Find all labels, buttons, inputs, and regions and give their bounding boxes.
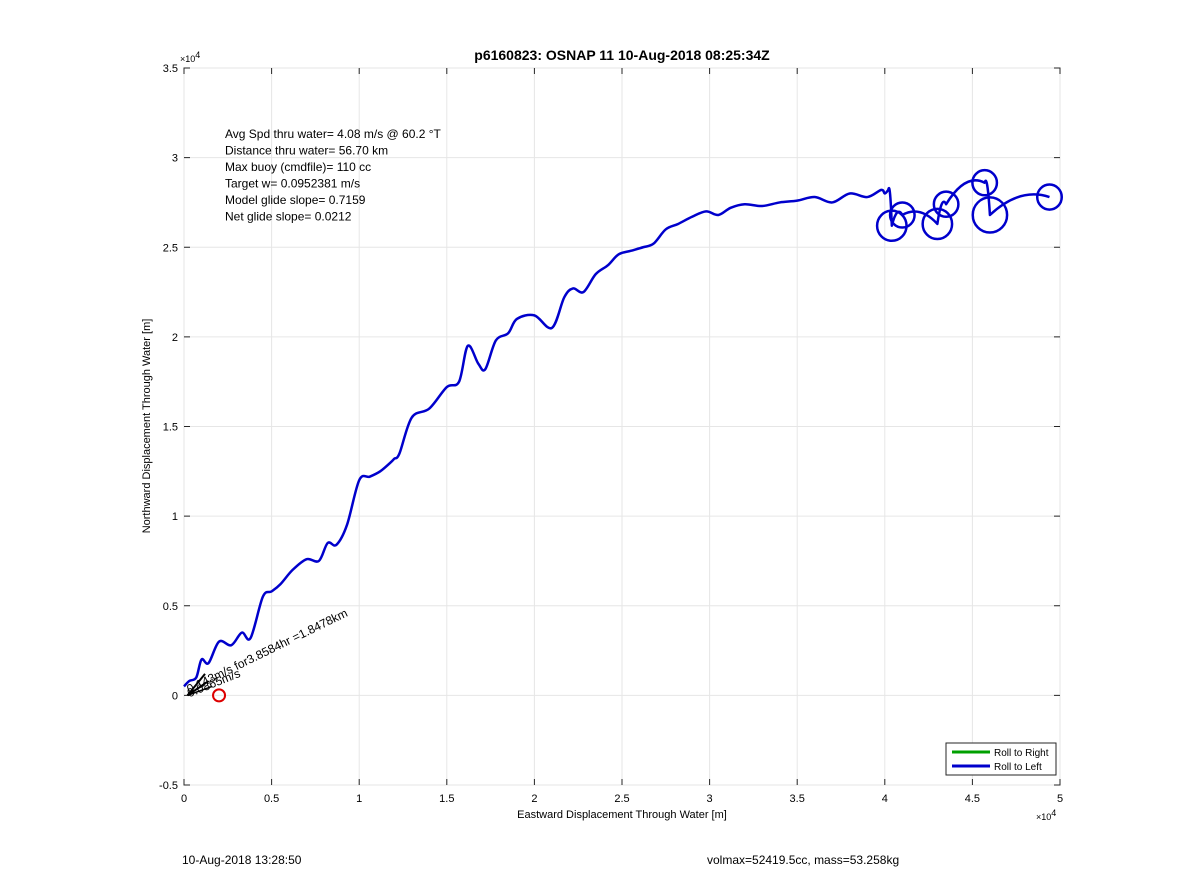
y-exponent: ×104	[180, 50, 200, 64]
legend-box	[945, 742, 1057, 776]
y-tick-label: 0.5	[163, 601, 178, 613]
y-axis-label: Northward Displacement Through Water [m]	[141, 319, 153, 534]
annotation-line: Target w= 0.0952381 m/s	[225, 177, 360, 191]
series-line-roll-to-left	[183, 179, 1050, 688]
legend: Roll to Right Roll to Left	[945, 742, 1057, 776]
annotation-line: Distance thru water= 56.70 km	[225, 144, 388, 158]
ticks: 0 0.5 1 1.5 2 2.5 3 3.5 4 4.5 5-0.500.511.522.533.…	[159, 63, 1063, 805]
y-tick-label: 1	[172, 511, 178, 523]
y-tick-label: -0.5	[159, 780, 178, 792]
track-loop	[921, 207, 954, 241]
track-loop	[971, 168, 999, 197]
x-tick-label: 5	[1057, 793, 1063, 805]
annotation-line: Max buoy (cmdfile)= 110 cc	[225, 160, 371, 174]
current-vector	[186, 673, 206, 697]
y-tick-label: 1.5	[163, 422, 178, 434]
x-tick-label: 2.5	[614, 793, 629, 805]
track-loop	[888, 201, 916, 229]
annotation-line: Model glide slope= 0.7159	[225, 193, 366, 207]
y-tick-label: 3.5	[163, 63, 178, 75]
annotations: Avg Spd thru water= 4.08 m/s @ 60.2 °T Di…	[225, 127, 442, 224]
track-loop	[932, 190, 960, 219]
annotation-line: Net glide slope= 0.0212	[225, 210, 352, 224]
x-tick-label: 1	[356, 793, 362, 805]
x-tick-label: 0	[181, 793, 187, 805]
footer-timestamp: 10-Aug-2018 13:28:50	[182, 853, 302, 867]
annotation-line: Avg Spd thru water= 4.08 m/s @ 60.2 °T	[225, 127, 442, 141]
x-tick-label: 4.5	[965, 793, 980, 805]
chart-title: p6160823: OSNAP 11 10-Aug-2018 08:25:34Z	[474, 47, 770, 63]
current-vector	[186, 680, 210, 697]
x-tick-label: 3.5	[790, 793, 805, 805]
y-tick-label: 2.5	[163, 242, 178, 254]
x-tick-label: 3	[707, 793, 713, 805]
x-tick-label: 2	[531, 793, 537, 805]
x-tick-label: 4	[882, 793, 888, 805]
x-exponent: ×104	[1036, 808, 1056, 822]
x-tick-label: 1.5	[439, 793, 454, 805]
footer-summary: volmax=52419.5cc, mass=53.258kg	[707, 853, 900, 867]
y-tick-label: 3	[172, 153, 178, 165]
x-axis-label: Eastward Displacement Through Water [m]	[517, 809, 727, 821]
track-loop	[971, 196, 1009, 234]
x-tick-label: 0.5	[264, 793, 279, 805]
legend-label: Roll to Right	[994, 748, 1049, 759]
track-loop	[1035, 183, 1064, 211]
current-vector	[187, 685, 213, 697]
y-tick-label: 2	[172, 332, 178, 344]
legend-label: Roll to Left	[994, 762, 1042, 773]
y-tick-label: 0	[172, 690, 178, 702]
start-marker	[212, 688, 227, 703]
